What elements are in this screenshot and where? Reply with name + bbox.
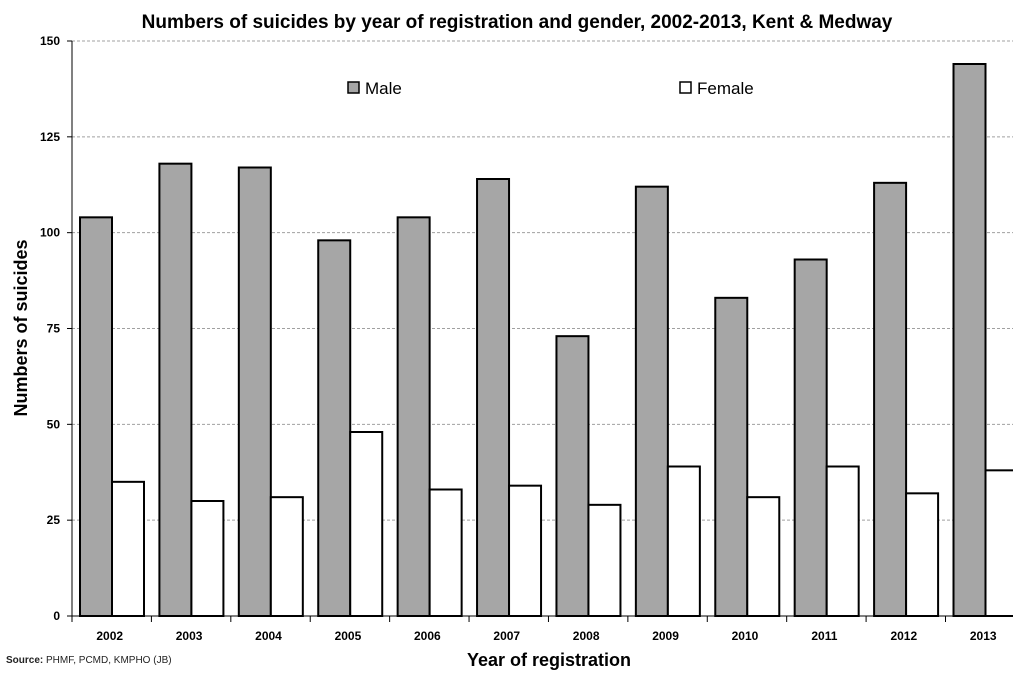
y-axis-ticks: 0 25 50 75 100 125 150 — [40, 34, 72, 623]
y-tick-label: 0 — [53, 609, 60, 623]
y-axis-title: Numbers of suicides — [11, 239, 31, 416]
x-axis-title: Year of registration — [467, 650, 631, 670]
source-note: Source: PHMF, PCMD, KMPHO (JB) — [6, 655, 172, 666]
x-tick-label: 2011 — [811, 629, 837, 643]
legend: Male Female — [347, 79, 754, 98]
bar-female-2006 — [428, 488, 463, 617]
y-tick-label: 50 — [47, 417, 61, 431]
bar-female-2007 — [508, 484, 543, 617]
bar-female-2003 — [190, 500, 225, 617]
bar-male-2009 — [634, 185, 669, 618]
bar-male-2004 — [237, 166, 272, 617]
bar-male-2005 — [317, 239, 352, 617]
bar-male-2013 — [952, 63, 987, 617]
x-tick-label: 2009 — [652, 629, 679, 643]
axes — [71, 41, 1013, 617]
y-tick-label: 150 — [40, 34, 60, 48]
source-text: PHMF, PCMD, KMPHO (JB) — [46, 655, 172, 666]
y-tick-label: 125 — [40, 130, 60, 144]
bar-female-2013 — [984, 469, 1013, 618]
bar-male-2010 — [714, 296, 749, 617]
bar-male-2011 — [793, 258, 828, 617]
bar-female-2009 — [666, 465, 701, 617]
bar-male-2008 — [555, 335, 590, 617]
x-tick-label: 2007 — [493, 629, 520, 643]
bar-female-2010 — [746, 496, 781, 617]
x-tick-label: 2004 — [255, 629, 282, 643]
gridlines — [72, 40, 1013, 521]
y-tick-label: 100 — [40, 226, 60, 240]
source-label: Source: — [6, 655, 44, 666]
x-tick-label: 2012 — [890, 629, 917, 643]
legend-male-label: Male — [365, 79, 402, 98]
y-tick-label: 25 — [47, 513, 61, 527]
chart-title: Numbers of suicides by year of registrat… — [142, 12, 893, 33]
bar-female-2011 — [825, 465, 860, 617]
x-tick-label: 2010 — [732, 629, 759, 643]
bar-male-2006 — [396, 216, 431, 617]
bar-female-2002 — [111, 480, 145, 618]
legend-female-swatch — [679, 81, 692, 94]
x-tick-label: 2005 — [335, 629, 362, 643]
bar-male-2007 — [476, 178, 511, 617]
x-tick-label: 2003 — [176, 629, 203, 643]
x-tick-label: 2002 — [96, 629, 123, 643]
bar-female-2012 — [905, 492, 940, 618]
bar-male-2012 — [873, 181, 908, 617]
x-tick-label: 2008 — [573, 629, 600, 643]
bars — [79, 63, 1013, 618]
bar-female-2005 — [349, 431, 384, 617]
y-tick-label: 75 — [47, 322, 61, 336]
bar-male-2003 — [158, 162, 193, 618]
legend-female-label: Female — [697, 79, 754, 98]
x-tick-label: 2006 — [414, 629, 441, 643]
bar-female-2004 — [269, 496, 304, 617]
x-tick-label: 2013 — [970, 629, 997, 643]
bar-female-2008 — [587, 503, 622, 618]
bar-male-2002 — [79, 216, 113, 617]
legend-male-swatch — [347, 81, 360, 94]
x-axis-ticks: 2002 2003 2004 2005 2006 2007 2008 2009 2010 2011… — [71, 616, 997, 643]
